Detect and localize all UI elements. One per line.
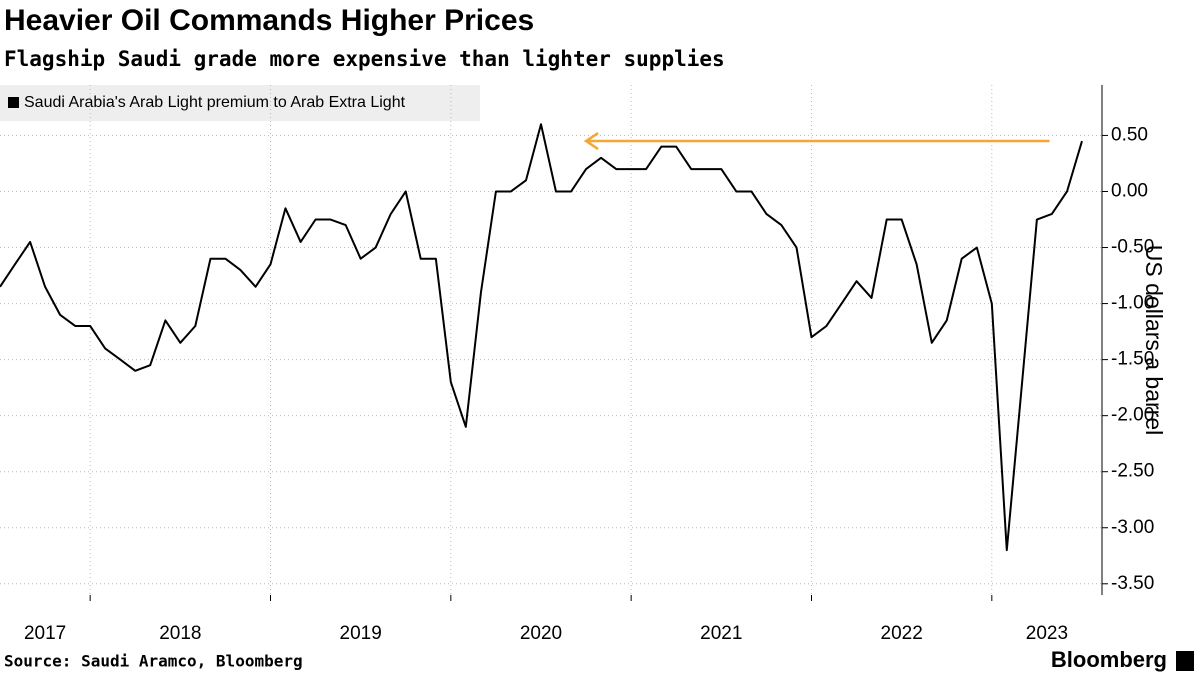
y-tick-label: -3.00 [1111, 517, 1154, 538]
brand-icon [1176, 651, 1194, 671]
annotation-arrow [583, 132, 1050, 151]
legend-swatch [8, 97, 19, 108]
chart-title: Heavier Oil Commands Higher Prices [4, 4, 534, 37]
x-tick-label: 2019 [340, 623, 382, 644]
x-tick-label: 2017 [24, 623, 66, 644]
y-tick-label: 0.50 [1111, 124, 1148, 145]
x-tick-label: 2018 [159, 623, 201, 644]
x-tick-label: 2022 [881, 623, 923, 644]
legend-label: Saudi Arabia's Arab Light premium to Ara… [24, 94, 406, 111]
legend: Saudi Arabia's Arab Light premium to Ara… [0, 85, 480, 121]
series-line [0, 123, 1083, 552]
chart-subtitle: Flagship Saudi grade more expensive than… [4, 47, 725, 71]
x-tick-label: 2020 [520, 623, 562, 644]
y-tick-label: -0.50 [1111, 237, 1154, 258]
y-tick-label: -2.50 [1111, 461, 1154, 482]
legend-background [0, 85, 480, 121]
y-tick-label: 0.00 [1111, 180, 1148, 201]
y-tick-label: -1.50 [1111, 349, 1154, 370]
y-tick-label: -1.00 [1111, 293, 1154, 314]
x-tick-label: 2023 [1026, 623, 1068, 644]
y-tick-label: -2.00 [1111, 405, 1154, 426]
y-tick-label: -3.50 [1111, 573, 1154, 594]
x-tick-label: 2021 [700, 623, 742, 644]
source: Source: Saudi Aramco, Bloomberg [4, 652, 303, 671]
brand: Bloomberg [1051, 647, 1167, 672]
y-axis-label: US dollars a barrel [1141, 245, 1167, 435]
